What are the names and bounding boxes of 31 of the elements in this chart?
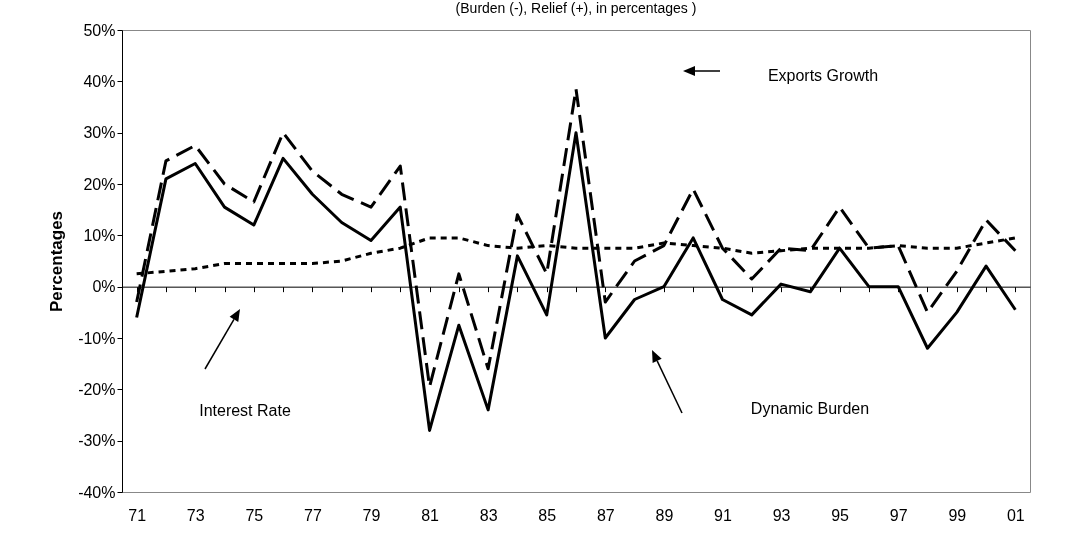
y-tick-label: -20% [78, 380, 116, 398]
y-tick-label: 50% [83, 21, 116, 39]
y-tick-label: 40% [83, 72, 116, 90]
x-tick-label: 77 [303, 506, 322, 524]
x-tick-label: 79 [362, 506, 381, 524]
x-tick-label: 73 [186, 506, 205, 524]
annotation: Exports Growth [767, 67, 879, 84]
x-tick-label: 83 [479, 506, 498, 524]
x-tick-label: 97 [889, 506, 908, 524]
y-tick-label: 20% [83, 175, 116, 193]
x-tick-label: 91 [714, 506, 732, 524]
x-tick-label: 93 [772, 506, 791, 524]
y-axis-title: Percentages [47, 210, 67, 313]
y-tick-label: -10% [78, 329, 116, 347]
x-tick-label: 71 [128, 506, 147, 524]
x-tick-label: 85 [538, 506, 557, 524]
y-tick-label: -40% [78, 483, 116, 501]
x-tick-label: 81 [421, 506, 440, 524]
y-tick-label: 0% [92, 278, 116, 296]
x-tick-label: 95 [831, 506, 850, 524]
y-tick-label: 10% [83, 226, 116, 244]
chart-title: (Burden (-), Relief (+), in percentages ) [455, 0, 697, 16]
y-tick-label: 30% [83, 124, 116, 142]
annotation: Interest Rate [199, 402, 291, 419]
annotation: Dynamic Burden [750, 400, 870, 417]
x-tick-label: 01 [1006, 506, 1025, 524]
x-tick-label: 99 [948, 506, 967, 524]
x-tick-label: 75 [245, 506, 264, 524]
x-tick-label: 89 [655, 506, 674, 524]
y-tick-label: -30% [78, 432, 116, 450]
x-tick-label: 87 [596, 506, 615, 524]
